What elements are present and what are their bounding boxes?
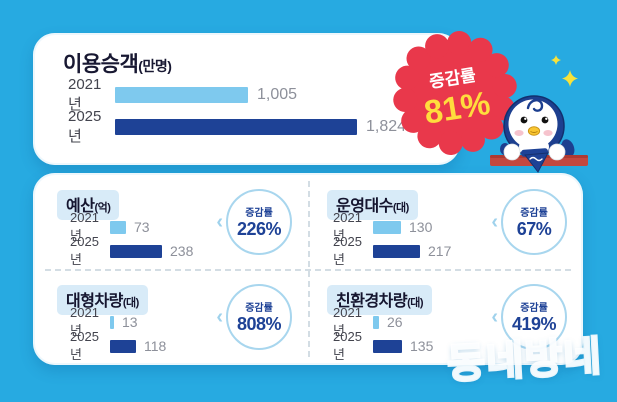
value-label: 135 bbox=[410, 338, 434, 354]
badge-circle: 증감률 419% bbox=[501, 284, 567, 350]
bar-2025 bbox=[110, 339, 136, 353]
badge-label: 증감률 bbox=[520, 303, 548, 314]
badge-value: 67% bbox=[516, 219, 552, 239]
value-label: 73 bbox=[134, 219, 150, 235]
passengers-title-text: 이용승객 bbox=[63, 53, 139, 76]
quadrant-title: 친환경차량(대) bbox=[327, 285, 433, 315]
year-label: 2021년 bbox=[70, 210, 99, 243]
badge-circle: 증감률 67% bbox=[501, 189, 567, 255]
bar-2025 bbox=[373, 339, 402, 353]
value-label: 1,005 bbox=[257, 85, 298, 103]
year-label: 2021년 bbox=[333, 210, 362, 243]
value-label: 1,824 bbox=[366, 117, 407, 135]
quadrant-eco-vehicles: 친환경차량(대) 2021년 26 2025년 135 ‹ 증감률 419% bbox=[308, 268, 583, 365]
year-label: 2021년 bbox=[70, 305, 99, 338]
chevron-left-icon: ‹ bbox=[216, 211, 223, 233]
year-label: 2025년 bbox=[70, 234, 99, 267]
passengers-card: 이용승객(만명) 2021년 1,005 2025년 1,824 bbox=[33, 33, 460, 165]
value-label: 118 bbox=[144, 338, 167, 354]
dashed-divider-horizontal bbox=[45, 269, 571, 271]
value-label: 13 bbox=[122, 314, 138, 330]
row-2025: 2025년 118 bbox=[70, 329, 167, 362]
unit-label: (대) bbox=[407, 297, 424, 309]
row-2025: 2025년 238 bbox=[70, 234, 194, 267]
bar-2021 bbox=[110, 315, 114, 329]
passengers-row-2025: 2025년 1,824 bbox=[68, 108, 407, 145]
value-label: 238 bbox=[170, 243, 194, 259]
value-label: 26 bbox=[387, 314, 403, 330]
badge-label: 증감률 bbox=[245, 303, 273, 314]
change-rate-badge: ‹ 증감률 808% bbox=[216, 284, 292, 350]
quadrant-fleet: 운영대수(대) 2021년 130 2025년 217 ‹ 증감률 67% bbox=[308, 173, 583, 270]
bar-2021 bbox=[373, 220, 401, 234]
year-label: 2021년 bbox=[68, 75, 102, 113]
bar-2021 bbox=[110, 220, 126, 234]
change-rate-badge: ‹ 증감률 67% bbox=[491, 189, 567, 255]
watermark-text: 동네방네 bbox=[445, 332, 605, 389]
row-2025: 2025년 135 bbox=[333, 329, 434, 362]
badge-label: 증감률 bbox=[245, 208, 273, 219]
badge-value: 808% bbox=[236, 314, 282, 334]
bar-2025 bbox=[115, 118, 357, 135]
chevron-left-icon: ‹ bbox=[216, 306, 223, 328]
quadrant-title: 대형차량(대) bbox=[57, 285, 148, 315]
row-2025: 2025년 217 bbox=[333, 234, 452, 267]
quadrant-budget: 예산(억) 2021년 73 2025년 238 ‹ 증감률 226% bbox=[33, 173, 308, 270]
badge-value: 226% bbox=[236, 219, 282, 239]
row-2021: 2021년 26 bbox=[333, 305, 403, 338]
row-2021: 2021년 73 bbox=[70, 210, 150, 243]
bar-2025 bbox=[373, 244, 420, 258]
chevron-left-icon: ‹ bbox=[491, 306, 498, 328]
quadrant-large-vehicles: 대형차량(대) 2021년 13 2025년 118 ‹ 증감률 808% bbox=[33, 268, 308, 365]
sparkle-icon bbox=[562, 70, 578, 87]
year-label: 2021년 bbox=[333, 305, 362, 338]
bar-2025 bbox=[110, 244, 162, 258]
badge-circle: 증감률 226% bbox=[226, 189, 292, 255]
change-rate-badge: ‹ 증감률 226% bbox=[216, 189, 292, 255]
row-2021: 2021년 130 bbox=[333, 210, 433, 243]
value-label: 217 bbox=[428, 243, 452, 259]
badge-circle: 증감률 808% bbox=[226, 284, 292, 350]
change-rate-badge: ‹ 증감률 419% bbox=[491, 284, 567, 350]
value-label: 130 bbox=[409, 219, 433, 235]
quadrant-title: 운영대수(대) bbox=[327, 190, 418, 220]
unit-label: (억) bbox=[94, 202, 111, 214]
quadrant-title: 예산(억) bbox=[57, 190, 120, 220]
sparkle-icon bbox=[551, 55, 561, 65]
year-label: 2025년 bbox=[333, 234, 362, 267]
bar-2021 bbox=[373, 315, 379, 329]
badge-value: 419% bbox=[511, 314, 557, 334]
year-label: 2025년 bbox=[333, 329, 362, 362]
year-label: 2025년 bbox=[70, 329, 99, 362]
bar-2021 bbox=[115, 86, 248, 103]
badge-label: 증감률 bbox=[520, 208, 548, 219]
duck-mascot-icon bbox=[490, 55, 588, 173]
row-2021: 2021년 13 bbox=[70, 305, 138, 338]
unit-label: (대) bbox=[392, 202, 409, 214]
passengers-unit-label: (만명) bbox=[138, 58, 172, 74]
year-label: 2025년 bbox=[68, 107, 102, 145]
stats-card: 예산(억) 2021년 73 2025년 238 ‹ 증감률 226% 운영대수 bbox=[33, 173, 583, 365]
passengers-title: 이용승객(만명) bbox=[63, 48, 172, 78]
passengers-row-2021: 2021년 1,005 bbox=[68, 76, 298, 113]
seal-value: 81% bbox=[421, 83, 493, 131]
chevron-left-icon: ‹ bbox=[491, 211, 498, 233]
unit-label: (대) bbox=[122, 297, 139, 309]
